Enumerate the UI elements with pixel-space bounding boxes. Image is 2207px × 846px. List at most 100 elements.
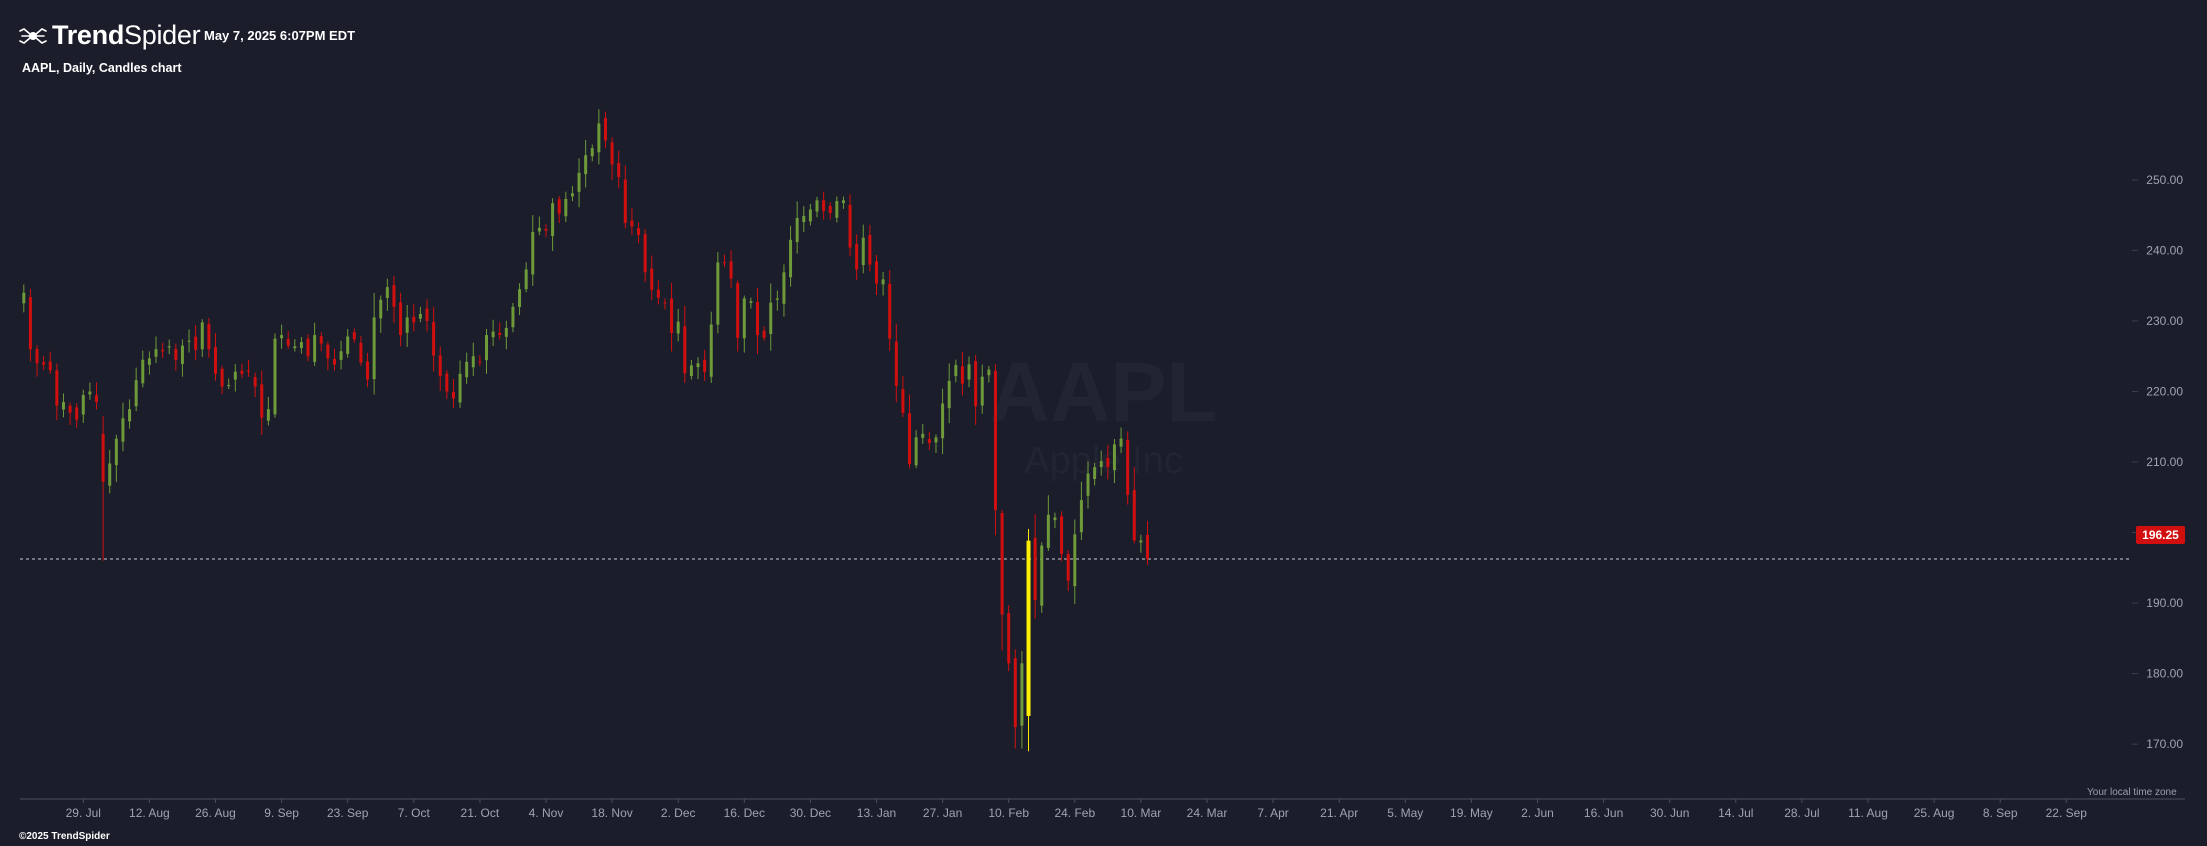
candle (1066, 549, 1070, 592)
time-tick-label: 18. Nov (591, 806, 632, 820)
price-tick-label: 190.00 (2146, 596, 2183, 610)
candle-body (385, 287, 389, 298)
candle (306, 334, 310, 362)
candle-body (637, 228, 641, 235)
candle-body (1040, 545, 1044, 606)
candle-body (451, 391, 455, 399)
candle-body (253, 377, 257, 387)
candle (174, 343, 178, 371)
candle-body (914, 437, 918, 466)
candle-body (947, 380, 951, 409)
copyright: ©2025 TrendSpider (19, 831, 110, 842)
candle (703, 349, 707, 381)
time-tick-label: 8. Sep (1983, 806, 2018, 820)
candle (180, 339, 184, 377)
time-tick-label: 16. Dec (724, 806, 765, 820)
candle (967, 356, 971, 388)
candle-body (802, 215, 806, 223)
candle-body (855, 244, 859, 270)
candle-body (1000, 513, 1004, 615)
candle-body (1093, 467, 1097, 480)
candle (81, 389, 85, 423)
candle (637, 222, 641, 244)
candle (795, 201, 799, 254)
candle-body (260, 384, 264, 418)
candle (319, 332, 323, 352)
candle-body (848, 204, 852, 248)
candle-body (504, 328, 508, 337)
candle-body (1146, 534, 1149, 560)
candle (1093, 462, 1097, 486)
candle (537, 216, 541, 236)
candle-body (815, 200, 819, 212)
candle-body (405, 317, 409, 333)
candle (709, 311, 713, 383)
candle-body (332, 358, 336, 365)
candle (1086, 461, 1090, 509)
time-tick-label: 25. Aug (1914, 806, 1955, 820)
candle (974, 354, 978, 425)
candle-body (280, 335, 284, 339)
candle (531, 215, 535, 286)
time-tick-label: 14. Jul (1718, 806, 1753, 820)
candle (841, 196, 845, 209)
time-tick-label: 21. Apr (1320, 806, 1358, 820)
candle (339, 340, 343, 370)
candle (352, 328, 356, 343)
candle-body (544, 228, 548, 231)
candle-body (934, 437, 938, 443)
candle-body (683, 326, 687, 374)
candle (128, 399, 132, 429)
candle (815, 196, 819, 218)
candle-body (114, 438, 118, 466)
candle-body (220, 368, 224, 387)
candle (1132, 467, 1136, 544)
candle-body (326, 344, 330, 359)
candle-body (95, 395, 99, 403)
candle-body (551, 203, 555, 236)
candle-body (478, 361, 482, 363)
candle-body (881, 279, 885, 285)
candle (1026, 529, 1031, 752)
candle-body (134, 380, 138, 407)
time-tick-label: 7. Apr (1257, 806, 1288, 820)
candle (762, 326, 766, 341)
candle (808, 203, 812, 226)
candle-body (372, 317, 376, 380)
candle (1000, 510, 1004, 651)
candle (1033, 514, 1037, 619)
candle (570, 185, 574, 202)
candle (736, 280, 740, 352)
time-tick-label: 7. Oct (398, 806, 431, 820)
candle (868, 224, 872, 272)
candle (286, 331, 290, 349)
candle (220, 365, 224, 395)
candle (623, 165, 627, 229)
candle (610, 137, 614, 181)
candle-body (696, 363, 700, 368)
candle-body (1060, 516, 1064, 554)
candle-body (161, 349, 165, 352)
candle (207, 317, 211, 358)
candle (326, 341, 330, 371)
timezone-note: Your local time zone (2087, 787, 2177, 798)
candle-body (835, 201, 839, 218)
candle (511, 302, 515, 333)
candle-body (901, 389, 905, 413)
candle (299, 337, 303, 354)
candle (485, 328, 488, 374)
candle-body (471, 356, 475, 368)
candle-body (240, 370, 244, 374)
candle (1119, 427, 1123, 454)
candle-body (1086, 473, 1090, 496)
candle-body (1119, 438, 1123, 447)
price-tick-label: 230.00 (2146, 314, 2183, 328)
candle-body (511, 306, 515, 328)
candle-body (676, 321, 680, 334)
candle-body (233, 371, 237, 380)
candle (564, 191, 568, 223)
candle (881, 272, 885, 296)
time-tick-label: 5. May (1387, 806, 1423, 820)
candle (1146, 521, 1149, 565)
